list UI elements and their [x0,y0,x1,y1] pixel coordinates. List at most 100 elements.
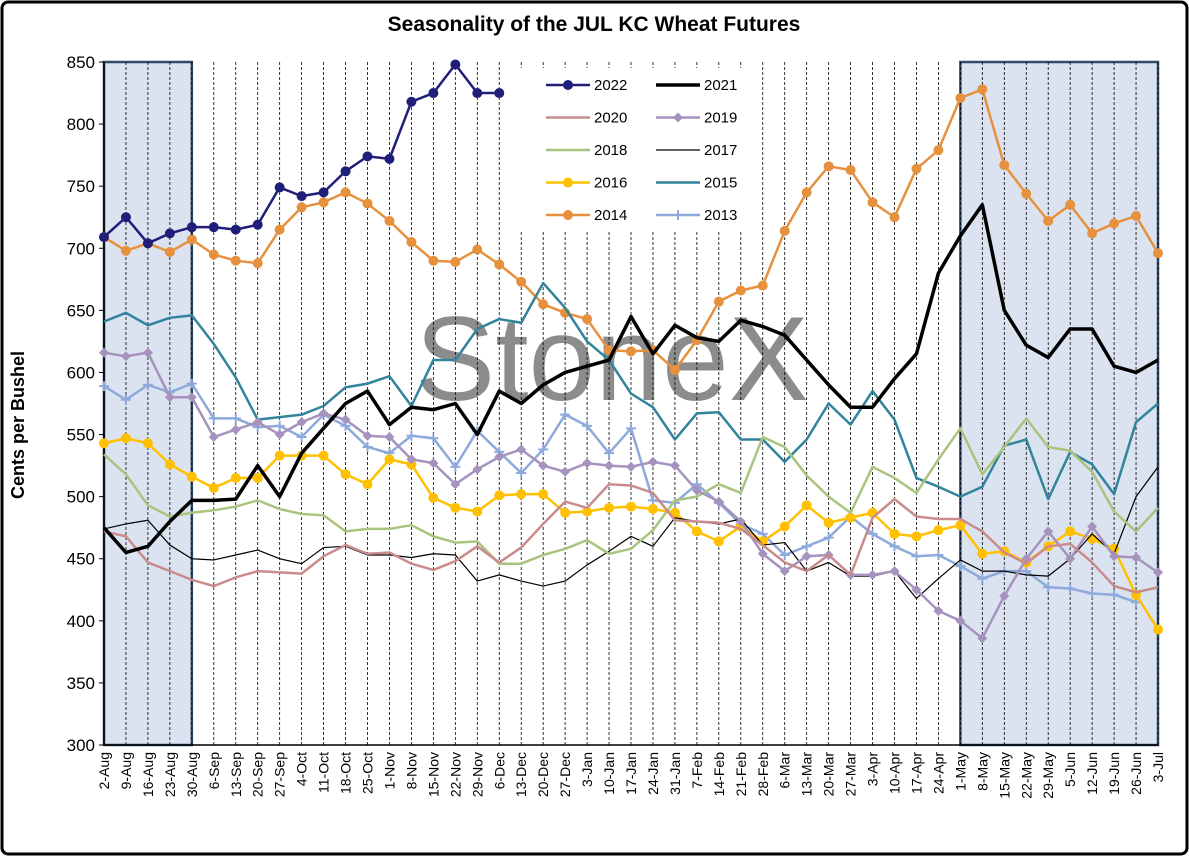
data-point [428,88,439,99]
x-tick-label: 6-Sep [206,752,222,790]
data-point [472,464,483,475]
data-point [801,187,812,198]
x-tick-label: 9-Aug [118,752,134,789]
data-point [933,145,944,156]
data-point [296,191,307,202]
data-point [1021,188,1032,199]
x-tick-label: 16-Aug [140,752,156,797]
data-point [208,249,219,260]
data-point [1109,551,1120,562]
data-point [977,548,988,559]
x-tick-label: 15-May [996,752,1012,799]
x-tick-label: 8-Nov [403,752,419,789]
data-point [560,466,571,477]
data-point [801,500,812,511]
data-point [428,492,439,503]
data-point [230,255,241,266]
data-point [1109,589,1120,600]
x-tick-label: 5-Jun [1062,752,1078,787]
data-point [230,224,241,235]
data-point [340,187,351,198]
y-tick-label: 500 [67,488,95,507]
data-point [274,420,285,431]
data-point [120,212,131,223]
data-point [955,615,966,626]
data-point [1131,210,1142,221]
data-point [472,506,483,517]
data-point [713,496,724,507]
season-highlight [959,60,1160,747]
data-point [208,413,219,424]
data-point [673,210,683,220]
x-tick-label: 20-Sep [250,752,266,797]
data-point [99,347,109,358]
data-point [713,536,724,547]
data-point [318,450,329,461]
x-tick-label: 14-Feb [711,752,727,797]
legend-label: 2018 [594,142,627,159]
data-point [1153,248,1163,259]
x-tick-label: 13-Dec [513,752,529,797]
data-point [186,378,197,389]
x-tick-label: 1-Nov [381,752,397,789]
series-line [103,417,1159,565]
data-point [340,469,351,480]
data-point [164,459,175,470]
data-point [735,516,746,527]
x-tick-label: 3-Jul [1150,752,1166,782]
x-tick-label: 1-May [952,752,968,791]
x-tick-label: 8-May [974,752,990,791]
x-tick-label: 6-Dec [491,752,507,789]
data-point [647,504,658,515]
data-point [99,232,109,243]
data-point [977,633,988,644]
data-point [911,584,922,595]
x-tick-label: 11-Oct [316,752,332,793]
data-point [494,490,505,501]
data-point [274,429,285,440]
data-point [757,548,768,559]
data-point [516,276,527,287]
data-point [582,314,593,325]
x-tick-label: 13-Sep [228,752,244,797]
x-tick-label: 29-May [1040,752,1056,799]
series-line [102,203,1159,555]
data-point [604,448,615,459]
data-point [472,88,483,99]
data-point [318,197,329,208]
data-point [296,432,307,443]
data-point [779,521,790,532]
legend-label: 2013 [704,207,737,224]
data-point [296,417,307,428]
data-point [563,177,573,188]
data-point [626,346,636,357]
x-tick-label: 26-Jun [1128,752,1144,795]
data-point [669,364,680,375]
data-point [318,408,329,419]
x-tick-label: 15-Nov [425,752,441,797]
x-tick-label: 30-Aug [184,752,200,797]
series-line [103,482,1159,594]
background-layer: StoneX 2-Aug 9-Aug 16-Aug 23-Aug 30-Aug 6-Sep 1… [67,53,1166,799]
y-axis-label: Cents per Bushel [8,351,28,499]
y-tick-label: 550 [67,426,95,445]
data-point [494,259,505,270]
data-point [230,473,241,484]
data-point [296,202,307,213]
data-point [494,88,505,99]
data-point [626,461,636,472]
data-point [669,460,680,471]
data-point [230,424,241,435]
data-point [845,165,856,176]
watermark: StoneX [415,292,809,426]
x-tick-label: 13-Mar [799,752,815,797]
data-point [801,541,812,552]
data-point [362,479,373,490]
data-point [691,526,702,537]
data-point [186,471,197,482]
x-tick-label: 17-Jan [623,752,639,795]
x-tick-label: 19-Jun [1106,752,1122,795]
data-point [867,197,878,208]
data-point [164,246,175,257]
data-point [538,299,549,310]
